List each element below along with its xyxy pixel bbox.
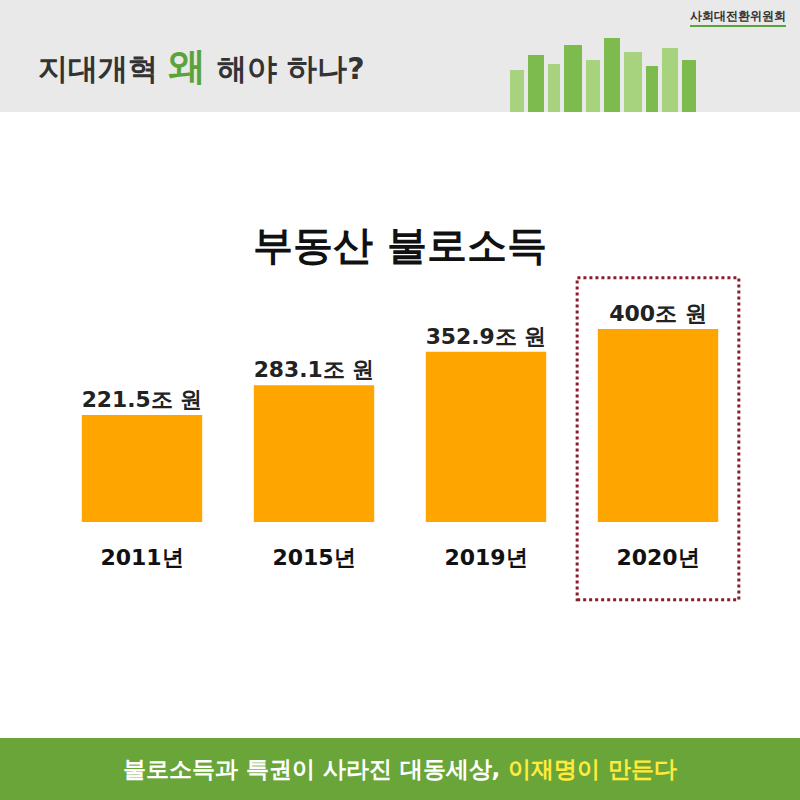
svg-text:221.5조 원: 221.5조 원 xyxy=(82,387,203,412)
svg-text:352.9조 원: 352.9조 원 xyxy=(426,324,547,349)
html-text:사회대전환위원회: 사회대전환위원회 xyxy=(690,9,786,23)
svg-text:2015년: 2015년 xyxy=(272,545,355,570)
svg-text:2020년: 2020년 xyxy=(616,545,699,570)
svg-text:400조 원: 400조 원 xyxy=(609,301,707,326)
svg-text:부동산 불로소득: 부동산 불로소득 xyxy=(253,222,547,268)
svg-text:2019년: 2019년 xyxy=(444,545,527,570)
html-text:지대개혁왜해야 하나?: 지대개혁왜해야 하나? xyxy=(38,44,365,88)
svg-text:283.1조 원: 283.1조 원 xyxy=(254,357,375,382)
svg-text:2011년: 2011년 xyxy=(100,545,183,570)
html-text:불로소득과 특권이 사라진 대동세상,이재명이 만든다: 불로소득과 특권이 사라진 대동세상,이재명이 만든다 xyxy=(122,755,678,782)
